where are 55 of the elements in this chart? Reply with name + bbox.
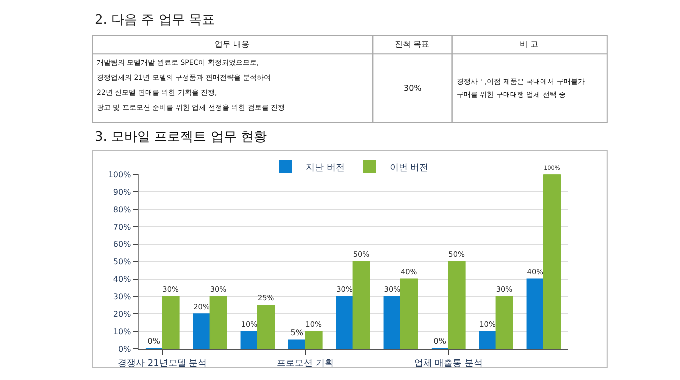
bar (526, 278, 544, 350)
y-tick-label: 70% (113, 222, 132, 232)
text: 비 고 (520, 40, 539, 49)
y-tick-label: 10% (113, 327, 132, 336)
text: 업무 내용 (215, 40, 250, 49)
data-label: 20% (194, 302, 210, 312)
data-label: 5% (290, 328, 304, 338)
data-label: 10% (241, 320, 258, 329)
bar (496, 296, 514, 350)
y-tick-label: 60% (113, 240, 132, 250)
data-label: 40% (527, 267, 544, 276)
bar (210, 296, 228, 350)
y-tick-label: 0% (118, 344, 132, 354)
y-tick-label: 100% (108, 170, 132, 180)
data-label: 50% (448, 250, 465, 260)
data-label: 30% (162, 284, 179, 294)
text: 30% (404, 84, 422, 93)
data-label: 0% (434, 337, 447, 346)
x-tick-label: 업체 매출통 분석 (414, 358, 483, 369)
bar (257, 304, 276, 350)
bar (448, 261, 466, 350)
text: 2. 다음 주 업무 목표 (95, 13, 215, 28)
data-label: 30% (336, 284, 353, 294)
bar (193, 314, 211, 350)
text: 진척 목표 (395, 40, 430, 49)
bar (305, 331, 323, 350)
bar (543, 174, 562, 350)
y-tick-label: 90% (113, 188, 132, 197)
bar (479, 331, 497, 350)
bar (336, 296, 354, 350)
data-label: 30% (496, 284, 513, 294)
bar (352, 261, 370, 350)
data-label: 25% (258, 294, 274, 303)
data-label: 10% (480, 320, 496, 329)
chart-title: 3. 모바일 프로젝트 업무 현황 (95, 130, 267, 145)
x-tick-label: 프로모션 기획 (277, 358, 334, 369)
bar (240, 331, 258, 350)
data-label: 10% (306, 320, 322, 329)
data-label: 30% (384, 284, 401, 294)
y-tick-label: 50% (113, 258, 132, 267)
data-label: 30% (210, 284, 227, 294)
y-tick-label: 80% (113, 205, 132, 214)
y-tick-label: 30% (113, 292, 132, 302)
data-label: 0% (148, 337, 161, 346)
legend-label: 지난 버전 (306, 163, 345, 174)
legend-label: 이번 버전 (390, 163, 429, 174)
bar (288, 340, 306, 350)
data-label: 50% (353, 250, 370, 260)
y-tick-label: 20% (113, 310, 132, 319)
x-tick-label: 경쟁사 21년모델 분석 (118, 358, 208, 369)
bar (384, 296, 402, 350)
bar (400, 278, 418, 350)
y-tick-label: 40% (113, 275, 132, 284)
data-label: 40% (400, 267, 418, 276)
bar (162, 296, 180, 350)
